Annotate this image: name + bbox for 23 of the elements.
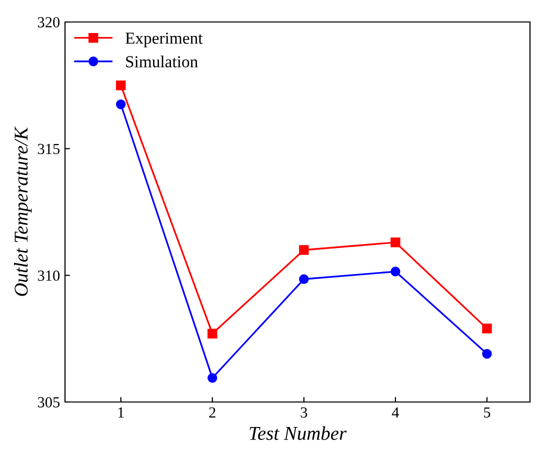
point [390, 238, 400, 248]
point [299, 245, 309, 255]
x-tick-label: 3 [300, 407, 308, 418]
y-tick-label: 315 [38, 144, 60, 154]
x-tick-label: 1 [118, 407, 124, 418]
point [208, 373, 218, 383]
x-tick-label: 2 [209, 407, 216, 418]
legend-label: Simulation [126, 56, 198, 68]
point [208, 328, 218, 338]
point [116, 99, 126, 110]
y-axis-title: Outlet Temperature/K [14, 126, 32, 296]
point [299, 274, 309, 284]
y-tick-label: 310 [38, 270, 60, 281]
x-tick-label: 5 [484, 407, 490, 418]
x-tick-label: 4 [392, 407, 400, 418]
point [116, 80, 126, 90]
point [482, 324, 492, 334]
point [482, 349, 492, 359]
legend-label: Experiment [125, 32, 203, 48]
y-tick-label: 320 [38, 17, 60, 28]
y-tick-label: 305 [38, 397, 60, 408]
point [390, 266, 400, 276]
x-axis-title: Test Number [250, 426, 347, 440]
